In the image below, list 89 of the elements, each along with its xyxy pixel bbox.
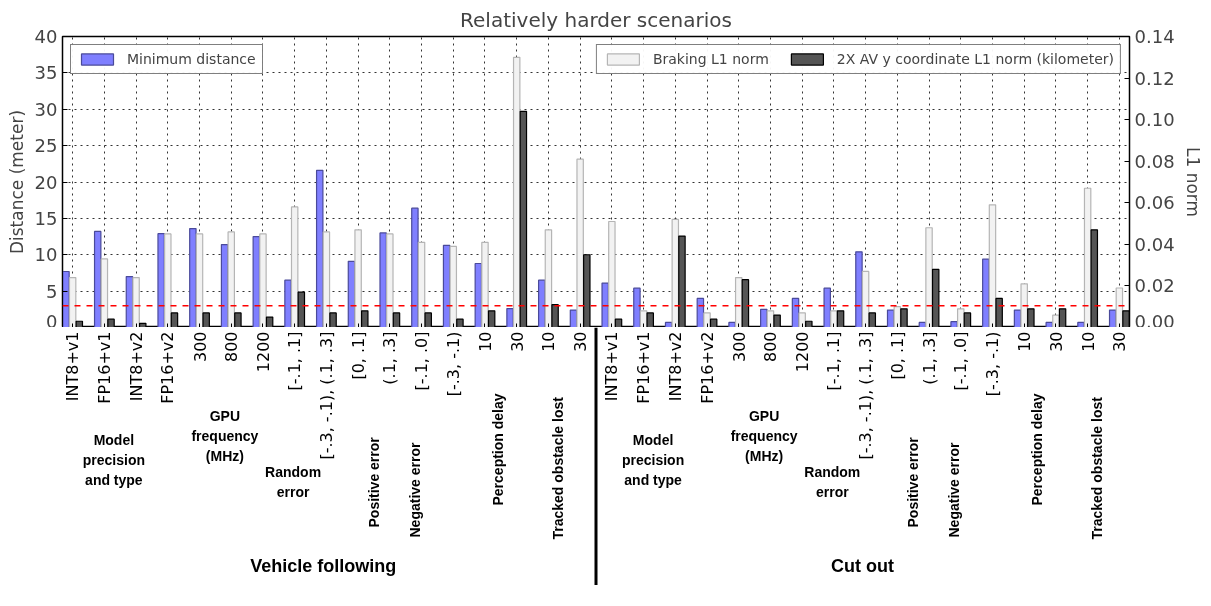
legend-label: Minimum distance <box>127 51 256 67</box>
x-tick-label: [-.1, .0] <box>951 331 971 391</box>
bar <box>608 220 616 327</box>
x-tick-label: [-.3, -.1), (.1, .3] <box>316 331 336 460</box>
y2-tick-label: 0.10 <box>1134 109 1175 131</box>
y2-tick-label: 0.08 <box>1134 150 1175 172</box>
x-tick-label: (.1, .3] <box>380 331 400 385</box>
y-tick-label: 0 <box>46 310 58 332</box>
x-tick-label: FP16+v1 <box>94 331 114 404</box>
x-tick-label: INT8+v2 <box>665 331 685 402</box>
legend-label: 2X AV y coordinate L1 norm (kilometer) <box>836 51 1114 67</box>
x-tick-label: (.1, .3] <box>919 331 939 385</box>
x-tick-label: [-.1, .1] <box>285 331 305 391</box>
y2-tick-label: 0.02 <box>1134 275 1175 297</box>
text: Positive error <box>365 436 382 528</box>
x-tick-label: [-.3, -.1) <box>443 331 463 397</box>
text: Tracked obstacle lost <box>1089 396 1106 540</box>
x-tick-label: 10 <box>1015 331 1035 352</box>
x-tick-label: 300 <box>190 331 210 363</box>
bar <box>506 307 514 327</box>
bar <box>925 227 933 327</box>
bar <box>671 218 680 327</box>
text: Model precision and type <box>82 431 146 488</box>
x-tick-label: 30 <box>1046 331 1066 352</box>
text: Negative error <box>946 442 963 538</box>
chart-title: Relatively harder scenarios <box>460 7 732 32</box>
x-tick-label: [-.3, -.1), (.1, .3] <box>856 331 876 460</box>
text: Perception delay <box>489 393 506 506</box>
text: GPU frequency (MHz) <box>191 407 259 464</box>
x-tick-label: 10 <box>475 331 495 352</box>
y2-tick-label: 0.06 <box>1134 192 1175 214</box>
x-tick-label: [0, .1] <box>348 331 368 380</box>
y2-tick-label: 0.04 <box>1134 233 1175 255</box>
y-tick-label: 40 <box>34 26 58 47</box>
bar <box>576 158 584 327</box>
text: Model precision and type <box>621 431 685 488</box>
bar <box>1020 283 1028 327</box>
y-tick-label: 30 <box>34 98 58 120</box>
x-tick-label: 800 <box>222 331 242 363</box>
x-tick-label: [0, .1] <box>887 331 907 380</box>
x-tick-label: 300 <box>729 331 749 363</box>
bar <box>823 287 831 327</box>
bar <box>728 321 736 327</box>
x-tick-label: [-.1, .0] <box>412 331 432 391</box>
bar <box>956 308 965 327</box>
x-tick-label: INT8+v1 <box>602 331 622 402</box>
y2-tick-label: 0.14 <box>1134 26 1175 47</box>
legend-label: Braking L1 norm <box>652 51 769 67</box>
text: Perception delay <box>1028 393 1045 506</box>
x-tick-label: 800 <box>761 331 781 363</box>
x-tick-label: 30 <box>507 331 527 352</box>
x-tick-label: 10 <box>539 331 559 352</box>
x-tick-label: FP16+v1 <box>634 331 654 404</box>
y-tick-label: 5 <box>46 280 58 302</box>
x-tick-label: 1200 <box>793 331 813 373</box>
y-tick-label: 25 <box>34 135 58 157</box>
y2-tick-label: 0.12 <box>1134 67 1175 89</box>
text: Positive error <box>905 436 922 528</box>
bar <box>1052 314 1060 327</box>
bar <box>1122 310 1130 327</box>
x-tick-label: [-.1, .1] <box>824 331 844 391</box>
y2-axis-title: L1 norm <box>1182 146 1203 218</box>
text: Cut out <box>830 555 894 576</box>
x-tick-label: 10 <box>1078 331 1098 352</box>
bar <box>512 56 521 327</box>
x-tick-label: INT8+v1 <box>63 331 83 402</box>
x-tick-label: INT8+v2 <box>126 331 146 402</box>
text: GPU frequency (MHz) <box>730 407 798 464</box>
y-tick-label: 35 <box>34 62 58 84</box>
text: Negative error <box>407 442 424 538</box>
y-tick-label: 10 <box>34 244 58 266</box>
x-tick-label: FP16+v2 <box>158 331 178 404</box>
x-tick-label: 30 <box>1110 331 1130 352</box>
x-tick-label: 30 <box>571 331 591 352</box>
text: Random error <box>265 463 322 500</box>
bar <box>734 277 743 327</box>
text: Vehicle following <box>250 555 397 576</box>
bar <box>290 206 299 327</box>
y-tick-label: 20 <box>34 171 58 193</box>
bar <box>1077 321 1085 327</box>
text: Tracked obstacle lost <box>549 396 566 540</box>
x-tick-label: 1200 <box>253 331 273 373</box>
x-tick-label: FP16+v2 <box>697 331 717 404</box>
y-tick-label: 15 <box>34 207 58 229</box>
bar <box>633 287 641 327</box>
text: Random error <box>804 463 861 500</box>
y2-tick-label: 0.00 <box>1134 310 1175 332</box>
x-tick-label: [-.3, -.1) <box>982 331 1002 397</box>
y-axis-title: Distance (meter) <box>6 109 27 255</box>
